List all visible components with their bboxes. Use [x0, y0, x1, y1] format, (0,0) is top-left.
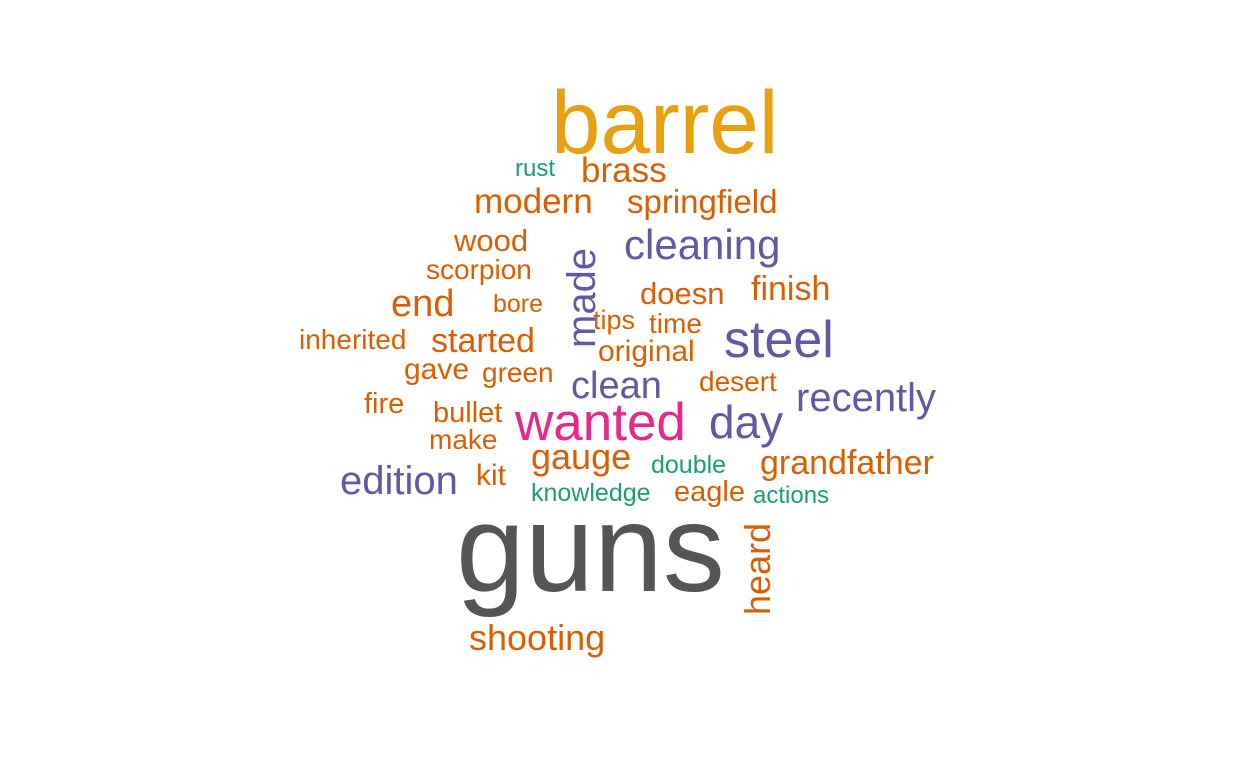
word-started: started [431, 322, 535, 360]
word-steel: steel [724, 311, 834, 369]
word-make: make [429, 424, 498, 455]
word-fire: fire [364, 388, 405, 420]
word-cleaning: cleaning [624, 221, 781, 268]
word-inherited: inherited [299, 324, 407, 355]
word-wanted: wanted [515, 393, 686, 452]
word-kit: kit [476, 459, 506, 492]
word-bore: bore [493, 290, 544, 318]
word-day: day [709, 396, 784, 448]
word-brass: brass [581, 151, 667, 190]
word-heard: heard [737, 522, 778, 615]
word-edition: edition [340, 459, 458, 503]
word-desert: desert [699, 366, 777, 397]
word-rust: rust [515, 155, 556, 182]
word-doesn: doesn [640, 276, 725, 311]
word-wood: wood [454, 223, 529, 258]
word-double: double [651, 451, 727, 479]
word-bullet: bullet [433, 397, 503, 429]
word-scorpion: scorpion [426, 254, 532, 285]
word-gave: gave [404, 353, 470, 386]
word-end: end [391, 283, 455, 325]
word-tips: tips [593, 305, 636, 335]
word-shooting: shooting [469, 617, 606, 658]
word-clean: clean [571, 365, 662, 407]
word-actions: actions [753, 482, 830, 509]
word-modern: modern [474, 182, 593, 221]
word-finish: finish [751, 270, 831, 308]
word-original: original [598, 335, 695, 368]
word-grandfather: grandfather [760, 444, 934, 482]
word-guns: guns [456, 480, 725, 618]
word-knowledge: knowledge [531, 479, 651, 507]
word-springfield: springfield [627, 183, 778, 220]
word-barrel: barrel [551, 72, 779, 172]
word-recently: recently [796, 376, 937, 420]
word-gauge: gauge [531, 436, 632, 477]
word-time: time [649, 308, 702, 339]
word-eagle: eagle [674, 476, 745, 508]
word-green: green [482, 357, 554, 388]
